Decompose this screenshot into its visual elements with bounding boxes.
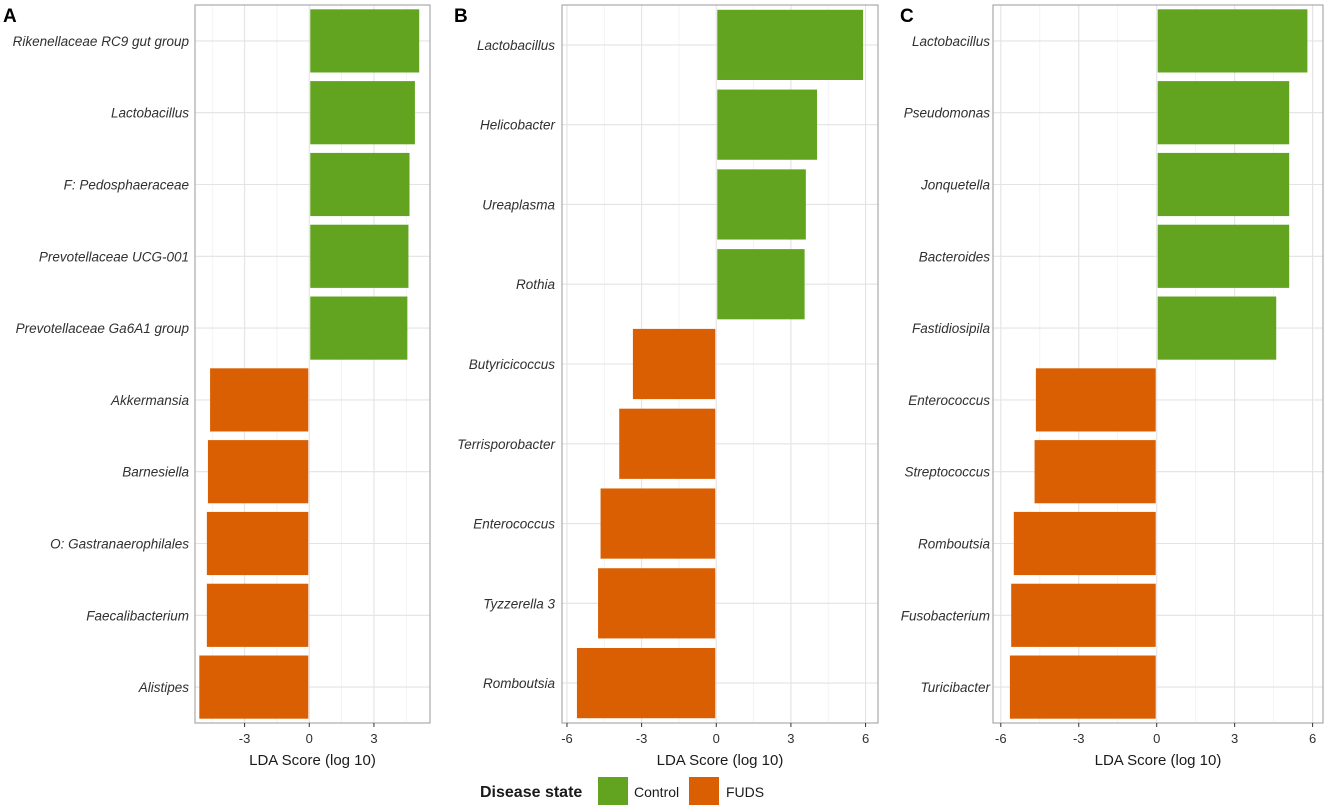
x-axis-title: LDA Score (log 10)	[1095, 752, 1222, 769]
category-label: Prevotellaceae UCG-001	[39, 249, 189, 264]
bar-control-1	[1157, 9, 1308, 73]
category-label: Streptococcus	[904, 465, 990, 480]
category-label: Alistipes	[138, 680, 190, 695]
legend-title: Disease state	[480, 784, 582, 801]
bar-fuds-8	[206, 511, 309, 576]
panel-a: Rikenellaceae RC9 gut group Lactobacillus…	[3, 4, 431, 769]
x-tick-label: 3	[1231, 731, 1238, 746]
x-tick-label: -3	[239, 731, 251, 746]
bar-fuds-6	[1035, 368, 1156, 432]
bar-control-4	[1157, 224, 1290, 288]
panel-b: Lactobacillus Helicobacter Ureaplasma Rothi…	[454, 4, 879, 769]
category-label: Enterococcus	[908, 393, 990, 408]
bar-fuds-8	[598, 568, 716, 639]
category-label: Lactobacillus	[111, 106, 189, 121]
category-label: Rothia	[516, 277, 556, 292]
category-label: Fastidiosipila	[912, 321, 991, 336]
legend-label-control: Control	[634, 784, 679, 800]
bar-fuds-6	[210, 368, 309, 432]
bar-fuds-7	[1034, 440, 1156, 504]
category-label: Barnesiella	[122, 465, 189, 480]
bar-control-5	[310, 296, 408, 360]
bar-control-1	[310, 9, 420, 73]
bar-fuds-7	[207, 440, 309, 504]
panel-c: Lactobacillus Pseudomonas Jonquetella Bacte…	[900, 4, 1324, 769]
x-tick-label: 3	[370, 731, 377, 746]
bar-fuds-5	[632, 328, 716, 400]
category-label: Romboutsia	[483, 676, 556, 691]
x-axis-title: LDA Score (log 10)	[657, 752, 784, 769]
bar-control-3	[1157, 152, 1290, 217]
category-label: Akkermansia	[110, 393, 190, 408]
legend: Disease state Control FUDS	[480, 777, 764, 805]
bar-fuds-6	[619, 408, 716, 479]
bar-fuds-9	[1011, 583, 1156, 647]
bar-control-2	[1157, 81, 1290, 145]
x-tick-label: 3	[787, 731, 794, 746]
category-label: Faecalibacterium	[86, 608, 189, 623]
category-label: Enterococcus	[473, 517, 555, 532]
category-label: Lactobacillus	[477, 38, 555, 53]
category-label: F: Pedosphaeraceae	[64, 178, 189, 193]
x-tick-label: 6	[1309, 731, 1316, 746]
x-tick-label: 0	[713, 731, 720, 746]
bar-fuds-9	[206, 583, 309, 647]
panel-letter: A	[3, 6, 17, 27]
category-label: Bacteroides	[919, 249, 991, 264]
panel-border	[992, 4, 1324, 724]
legend-swatch-fuds	[689, 777, 719, 805]
bar-fuds-10	[1009, 655, 1156, 719]
category-label: Lactobacillus	[912, 34, 990, 49]
category-label: Romboutsia	[918, 537, 991, 552]
x-tick-label: 0	[1153, 731, 1160, 746]
bar-control-4	[310, 224, 409, 288]
bar-control-4	[717, 249, 805, 320]
bar-fuds-8	[1013, 511, 1156, 576]
bar-fuds-10	[199, 655, 309, 719]
category-label: Turicibacter	[920, 680, 990, 695]
category-label: Jonquetella	[920, 178, 991, 193]
x-tick-label: -3	[636, 731, 648, 746]
legend-label-fuds: FUDS	[726, 784, 764, 800]
bar-control-2	[310, 81, 415, 145]
legend-swatch-control	[598, 777, 628, 805]
category-label: Fusobacterium	[901, 608, 990, 623]
category-label: Tyzzerella 3	[483, 596, 555, 611]
bar-fuds-9	[576, 648, 716, 719]
bar-control-5	[1157, 296, 1277, 360]
x-tick-label: -3	[1073, 731, 1085, 746]
x-tick-label: 6	[862, 731, 869, 746]
bar-control-1	[717, 9, 864, 80]
panel-border	[194, 4, 431, 724]
category-label: Helicobacter	[480, 118, 556, 133]
panel-letter: B	[454, 6, 468, 27]
category-label: O: Gastranaerophilales	[50, 537, 189, 552]
category-label: Terrisporobacter	[457, 437, 555, 452]
x-axis-title: LDA Score (log 10)	[249, 752, 376, 769]
category-label: Pseudomonas	[904, 106, 991, 121]
category-label: Rikenellaceae RC9 gut group	[13, 34, 190, 49]
category-label: Ureaplasma	[482, 197, 555, 212]
category-label: Prevotellaceae Ga6A1 group	[16, 321, 190, 336]
bar-fuds-7	[600, 488, 716, 559]
bar-control-3	[310, 152, 410, 217]
category-label: Butyricicoccus	[469, 357, 556, 372]
bar-control-2	[717, 89, 818, 160]
x-tick-label: -6	[995, 731, 1007, 746]
bar-control-3	[717, 169, 806, 240]
x-tick-label: 0	[306, 731, 313, 746]
panel-letter: C	[900, 6, 914, 27]
panel-border	[561, 4, 879, 724]
x-tick-label: -6	[561, 731, 573, 746]
